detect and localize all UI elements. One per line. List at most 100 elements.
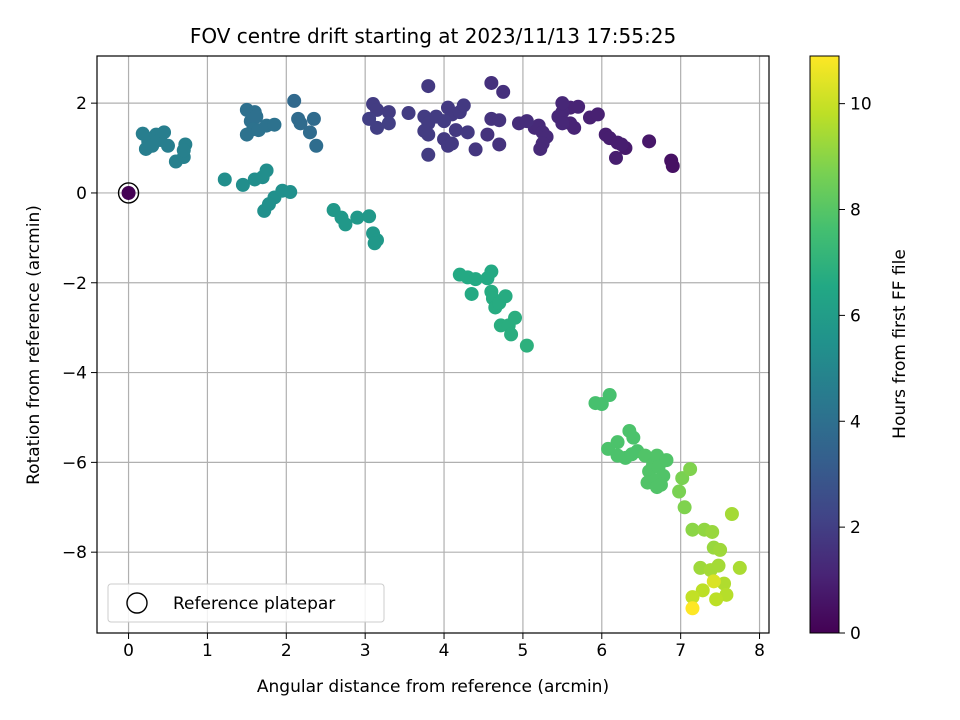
data-point (444, 136, 459, 151)
data-point (709, 592, 724, 607)
data-point (249, 109, 264, 124)
y-axis-label: Rotation from reference (arcmin) (24, 205, 44, 485)
data-point (448, 123, 463, 138)
legend-label: Reference platepar (173, 594, 335, 614)
data-point (555, 116, 570, 131)
data-point (302, 125, 317, 140)
y-axis-ticks: 2 0 −2 −4 −6 −8 (62, 94, 97, 563)
data-point (713, 542, 728, 557)
y-tick-label: −4 (62, 364, 87, 384)
data-point (608, 150, 623, 165)
legend: Reference platepar (107, 583, 385, 623)
x-tick-label: 7 (675, 641, 686, 661)
data-point (677, 500, 692, 515)
data-point (508, 310, 523, 325)
data-point (176, 143, 191, 158)
x-tick-label: 2 (281, 641, 292, 661)
reference-point-fill (121, 185, 136, 200)
data-point (624, 447, 639, 462)
data-point (685, 601, 700, 616)
data-point (519, 338, 534, 353)
data-point (602, 388, 617, 403)
data-point (370, 102, 384, 117)
data-point (362, 111, 377, 126)
data-point (659, 453, 674, 468)
x-tick-label: 3 (360, 641, 371, 661)
data-point (350, 210, 365, 225)
data-point (594, 396, 609, 411)
x-tick-label: 4 (439, 641, 450, 661)
data-point (614, 137, 629, 152)
data-point (370, 120, 384, 135)
data-point (468, 142, 483, 157)
data-point (338, 217, 353, 232)
data-point (421, 127, 436, 142)
y-tick-label: 2 (76, 94, 87, 114)
data-point (492, 113, 507, 128)
x-tick-label: 6 (596, 641, 607, 661)
data-point (706, 574, 721, 589)
colorbar-ticks: 0 2 4 6 8 10 (839, 95, 872, 644)
reference-point-marker (117, 182, 140, 204)
data-point (468, 272, 483, 287)
scatter-points (117, 75, 747, 616)
data-point (306, 111, 321, 126)
data-point (283, 185, 298, 200)
data-point (610, 435, 625, 450)
data-point (590, 107, 605, 122)
y-tick-label: −8 (62, 543, 87, 563)
data-point (456, 98, 471, 113)
y-tick-label: −2 (62, 274, 87, 294)
data-point (705, 524, 720, 539)
data-point (567, 120, 582, 135)
data-point (642, 134, 657, 149)
data-point (732, 560, 747, 575)
chart-title: FOV centre drift starting at 2023/11/13 … (190, 24, 676, 48)
x-tick-label: 5 (518, 641, 529, 661)
data-point (381, 116, 396, 131)
data-point (638, 448, 653, 463)
colorbar-tick-label: 2 (850, 518, 861, 538)
colorbar-tick-label: 8 (850, 201, 861, 221)
colorbar-tick-label: 0 (850, 624, 861, 644)
data-point (367, 236, 382, 251)
data-point (498, 289, 513, 304)
data-point (217, 172, 232, 187)
data-point (484, 264, 499, 279)
data-point (235, 177, 250, 192)
data-point (160, 138, 175, 153)
data-point (685, 522, 700, 537)
data-point (571, 99, 586, 114)
data-point (287, 93, 302, 108)
x-axis-ticks: 0 1 2 3 4 5 6 7 8 (123, 633, 765, 661)
data-point (555, 96, 570, 111)
x-tick-label: 8 (754, 641, 765, 661)
data-point (519, 114, 534, 129)
data-point (157, 125, 172, 140)
data-point (480, 127, 495, 142)
data-point (460, 125, 475, 140)
data-point (362, 209, 377, 224)
data-point (724, 507, 739, 522)
data-point (492, 137, 507, 152)
data-point (672, 484, 687, 499)
legend-box (107, 583, 385, 623)
data-point (421, 147, 436, 162)
data-point (421, 79, 436, 94)
data-point (464, 286, 479, 301)
data-point (665, 159, 680, 174)
data-point (293, 116, 308, 131)
data-point (626, 430, 641, 445)
data-point (267, 117, 282, 132)
legend-marker-icon (126, 592, 148, 614)
colorbar-tick-label: 10 (850, 95, 872, 115)
data-point (675, 471, 690, 486)
y-tick-label: −6 (62, 453, 87, 473)
data-point (533, 141, 548, 156)
colorbar (809, 55, 840, 634)
data-point (711, 558, 726, 573)
colorbar-label: Hours from first FF file (890, 249, 910, 439)
colorbar-tick-label: 4 (850, 412, 861, 432)
data-point (239, 127, 254, 142)
